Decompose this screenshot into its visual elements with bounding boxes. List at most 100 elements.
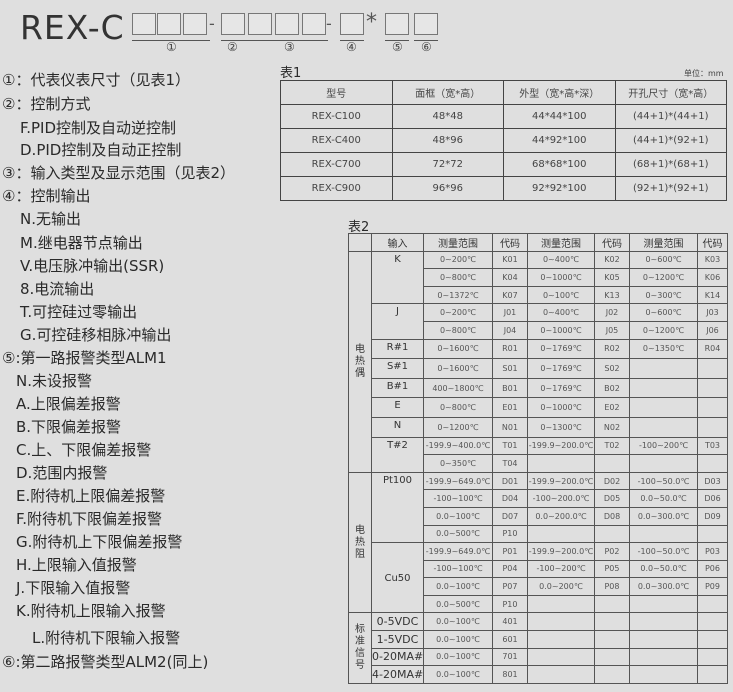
- table2-cell: [697, 454, 728, 473]
- table2-cell: 0.0~100℃: [423, 665, 493, 684]
- table2-cell: P05: [594, 559, 630, 579]
- table2-caption: 表2: [348, 220, 370, 235]
- legend-item: B.下限偏差报警: [16, 418, 122, 436]
- table2-cell: [697, 524, 728, 544]
- table2-cell: J06: [697, 320, 728, 340]
- table2-cell: 701: [492, 647, 528, 667]
- table2-cell: 400~1800℃: [423, 377, 493, 399]
- table2-header-cell: 测量范围: [629, 233, 698, 252]
- table2-cell: 0~400℃: [527, 303, 595, 322]
- table2-cell: [527, 454, 595, 473]
- table2-cell: 0.0~500℃: [423, 594, 493, 614]
- table2-cell: -100~100℃: [423, 489, 493, 508]
- table1-header-cell: 面框（宽*高）: [391, 80, 504, 105]
- table2-cell: [594, 594, 630, 614]
- table2-row: 0~350℃ T04: [349, 454, 728, 473]
- table2-cell: [629, 416, 698, 438]
- underline: [385, 40, 409, 41]
- table2-cell: 401: [492, 612, 528, 632]
- table2-cell: 0.0~50.0℃: [629, 559, 698, 579]
- table2-corner-cell: [348, 233, 372, 252]
- code-box: [221, 13, 245, 35]
- table2-cell: D05: [594, 489, 630, 508]
- table2-cell: [527, 647, 595, 667]
- legend-item: D.PID控制及自动正控制: [20, 141, 182, 159]
- table2-cell: -199.9~200.0℃: [527, 436, 595, 456]
- table2-cell: T03: [697, 436, 728, 456]
- table2-cell: J03: [697, 303, 728, 322]
- table2-cell: 0~600℃: [629, 250, 698, 270]
- table1-cell: 44*92*100: [503, 128, 616, 153]
- legend-item: ④：控制输出: [2, 187, 91, 205]
- table2-cell: 0~1200℃: [423, 416, 493, 438]
- table2-cell: 0~350℃: [423, 454, 493, 473]
- table2-cell: J02: [594, 303, 630, 322]
- code-box: [183, 13, 207, 35]
- table2-header-cell: 输入: [371, 233, 424, 252]
- table2-header-cell: 代码: [697, 233, 728, 252]
- table2-cell: 0~1200℃: [629, 268, 698, 287]
- table2-cell: 0~1769℃: [527, 358, 595, 379]
- table2-cell: 0.0~200℃: [527, 577, 595, 596]
- code-box: [414, 13, 438, 35]
- dash-separator: -: [326, 14, 332, 33]
- table2-input-cell: N: [371, 416, 424, 438]
- legend-item: ①：代表仪表尺寸（见表1）: [2, 71, 190, 89]
- table2-cell: T01: [492, 436, 528, 456]
- table2-row: 标准信号 0-5VDC 0.0~100℃ 401: [348, 612, 728, 684]
- table2-input-cell: 4-20MA#3: [371, 665, 424, 684]
- table2-row: 0.0~500℃ P10: [349, 524, 728, 544]
- table2-cell: -199.9~400.0℃: [423, 436, 493, 456]
- table2-input-cell: 1-5VDC: [371, 630, 424, 649]
- table1-cell: (68+1)*(68+1): [614, 152, 727, 177]
- code-box: [275, 13, 299, 35]
- legend-item: V.电压脉冲输出(SSR): [20, 257, 165, 275]
- table1-caption: 表1: [280, 66, 302, 81]
- table1-cell: 44*44*100: [503, 104, 616, 129]
- table2-cell: [629, 612, 698, 632]
- table1-cell: (44+1)*(44+1): [614, 104, 727, 129]
- table1-row: REX-C900 96*96 92*92*100 (92+1)*(92+1): [280, 176, 727, 201]
- position-label: ③: [284, 40, 295, 54]
- table2-input-cell: Cu50: [371, 542, 424, 614]
- table2-cell: 0~1769℃: [527, 338, 595, 360]
- position-label: ⑥: [421, 40, 432, 54]
- legend-item: ③：输入类型及显示范围（见表2）: [2, 164, 235, 182]
- legend-item: M.继电器节点输出: [20, 234, 143, 252]
- table1-header-row: 型号 面框（宽*高） 外型（宽*高*深） 开孔尺寸（宽*高）: [280, 80, 727, 105]
- table2-cell: K06: [697, 268, 728, 287]
- table2-row: S#1 0~1600℃ S01 0~1769℃ S02: [349, 358, 728, 379]
- table2-cell: D08: [594, 506, 630, 526]
- table2-cell: -100~200℃: [629, 436, 698, 456]
- table2-row: -100~100℃ P04 -100~200℃ P05 0.0~50.0℃ P06: [349, 559, 728, 579]
- table2-cell: E01: [492, 397, 528, 418]
- table2-cell: -100~200.0℃: [527, 489, 595, 508]
- table2-cell: T04: [492, 454, 528, 473]
- table2-cell: P04: [492, 559, 528, 579]
- table2-row: Cu50 -199.9~649.0℃ P01 -199.9~200.0℃ P02 -100…: [349, 542, 728, 614]
- code-box: [340, 13, 364, 35]
- code-box: [157, 13, 181, 35]
- table2-input-cell: R#1: [371, 338, 424, 360]
- table2-cell: S01: [492, 358, 528, 379]
- table2-group-cell: 标准信号: [348, 612, 372, 684]
- table2-cell: J05: [594, 320, 630, 340]
- table2-row: 0~800℃ J04 0~1000℃ J05 0~1200℃ J06: [349, 320, 728, 340]
- table2-cell: 601: [492, 630, 528, 649]
- table2-row: E 0~800℃ E01 0~1000℃ E02: [349, 397, 728, 418]
- table2-cell: 0.0~100℃: [423, 612, 493, 632]
- table2-header-cell: 代码: [594, 233, 630, 252]
- legend-item: T.可控硅过零输出: [20, 303, 138, 321]
- table2-input-cell: 0-20MA#3: [371, 647, 424, 667]
- table2-cell: J01: [492, 303, 528, 322]
- legend-item: G.附待机上下限偏差报警: [16, 533, 183, 551]
- table1-cell: 72*72: [391, 152, 504, 177]
- table2-cell: D04: [492, 489, 528, 508]
- table2-row: N 0~1200℃ N01 0~1300℃ N02: [349, 416, 728, 438]
- table2-cell: B01: [492, 377, 528, 399]
- table2-cell: [629, 630, 698, 649]
- table2-cell: -100~50.0℃: [629, 542, 698, 561]
- legend-item: F.PID控制及自动逆控制: [20, 119, 177, 137]
- table2-cell: 0~600℃: [629, 303, 698, 322]
- table2-cell: [697, 665, 728, 684]
